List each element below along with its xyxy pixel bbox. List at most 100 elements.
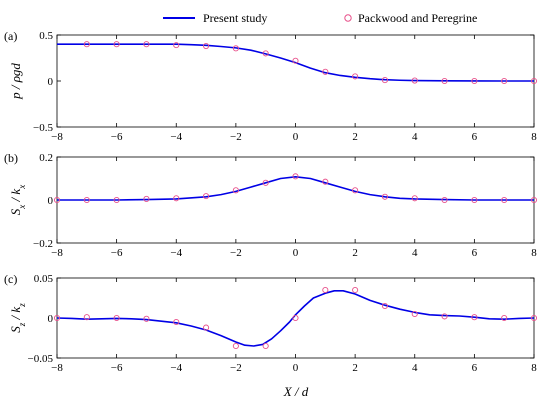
- panel-label: (b): [4, 151, 18, 165]
- x-tick-label: −4: [170, 131, 182, 143]
- x-tick-label: −2: [230, 247, 242, 259]
- x-tick-label: 2: [352, 362, 358, 374]
- data-point-packwood-peregrine: [501, 77, 508, 85]
- data-point-packwood-peregrine: [441, 196, 448, 204]
- data-point-packwood-peregrine: [381, 193, 388, 200]
- data-point-packwood-peregrine: [113, 41, 120, 48]
- x-tick-label: 6: [472, 131, 478, 143]
- legend-label-packwood-peregrine: Packwood and Peregrine: [358, 11, 477, 25]
- y-tick-label: −0.05: [28, 353, 54, 365]
- x-tick-label: −6: [111, 131, 123, 143]
- data-point-packwood-peregrine: [501, 314, 508, 322]
- x-tick-label: 0: [293, 362, 299, 374]
- x-tick-label: −8: [51, 131, 63, 143]
- data-point-packwood-peregrine: [143, 41, 150, 48]
- x-tick-label: 6: [472, 362, 478, 374]
- x-tick-label: 2: [352, 131, 358, 143]
- y-tick-label: 0.05: [34, 273, 54, 285]
- data-point-packwood-peregrine: [53, 196, 61, 204]
- series-line-present-study: [56, 289, 535, 347]
- legend-circle-swatch: [344, 14, 352, 22]
- data-point-packwood-peregrine: [381, 77, 388, 84]
- data-point-packwood-peregrine: [292, 314, 299, 322]
- x-tick-label: −6: [111, 247, 123, 259]
- data-point-packwood-peregrine: [292, 57, 299, 64]
- x-tick-label: 8: [531, 131, 537, 143]
- panel-a: −8 −6 −4 −2 0 2 4 6 8 −0.5 0 0.5 (a) p / ρgd: [4, 29, 537, 143]
- data-point-packwood-peregrine: [113, 314, 120, 322]
- x-tick-label: −4: [170, 362, 182, 374]
- data-point-packwood-peregrine: [441, 77, 448, 85]
- panel-label: (a): [4, 29, 17, 43]
- x-tick-label: 4: [412, 362, 418, 374]
- data-point-packwood-peregrine: [143, 195, 150, 202]
- data-point-packwood-peregrine: [530, 196, 538, 204]
- x-tick-label: −8: [51, 362, 63, 374]
- data-point-packwood-peregrine: [203, 42, 210, 50]
- data-point-packwood-peregrine: [203, 324, 210, 331]
- series-line-present-study: [57, 43, 534, 82]
- data-point-packwood-peregrine: [411, 77, 418, 84]
- x-axis-title: X / d: [283, 384, 309, 399]
- data-point-packwood-peregrine: [352, 73, 359, 80]
- data-point-packwood-peregrine: [262, 50, 269, 57]
- data-point-packwood-peregrine: [143, 315, 150, 322]
- data-point-packwood-peregrine: [352, 187, 359, 194]
- data-point-packwood-peregrine: [381, 302, 388, 310]
- data-point-packwood-peregrine: [322, 68, 329, 75]
- data-point-packwood-peregrine: [322, 178, 329, 185]
- data-point-packwood-peregrine: [232, 342, 239, 350]
- x-tick-label: 4: [412, 131, 418, 143]
- x-tick-label: 8: [531, 247, 537, 259]
- data-point-packwood-peregrine: [411, 310, 418, 318]
- y-tick-label: −0.2: [33, 238, 53, 250]
- y-tick-label: −0.5: [33, 122, 53, 134]
- x-tick-label: −4: [170, 247, 182, 259]
- y-axis-title: Sz / kz: [8, 303, 27, 333]
- y-tick-label: 0.5: [39, 30, 53, 42]
- y-tick-label: 0: [48, 76, 54, 88]
- data-point-packwood-peregrine: [530, 77, 538, 85]
- x-tick-label: 0: [293, 247, 299, 259]
- data-point-packwood-peregrine: [292, 173, 299, 180]
- data-point-packwood-peregrine: [83, 314, 90, 321]
- x-tick-label: −6: [111, 362, 123, 374]
- panel-label: (c): [4, 272, 17, 286]
- data-point-packwood-peregrine: [113, 196, 120, 204]
- data-point-packwood-peregrine: [173, 195, 180, 202]
- data-point-packwood-peregrine: [471, 196, 478, 204]
- data-point-packwood-peregrine: [530, 314, 538, 322]
- x-tick-label: 2: [352, 247, 358, 259]
- data-point-packwood-peregrine: [83, 41, 90, 48]
- data-point-packwood-peregrine: [83, 196, 90, 204]
- data-point-packwood-peregrine: [471, 77, 478, 85]
- legend-label-present-study: Present study: [203, 11, 267, 25]
- x-tick-label: 0: [293, 131, 299, 143]
- data-point-packwood-peregrine: [53, 314, 61, 322]
- panel-c: −8 −6 −4 −2 0 2 4 6 8 −0.05 0 0.05 (c) Sz / kz: [4, 272, 537, 374]
- x-tick-label: 4: [412, 247, 418, 259]
- data-point-packwood-peregrine: [352, 286, 359, 294]
- data-point-packwood-peregrine: [262, 179, 269, 186]
- x-tick-label: 8: [531, 362, 537, 374]
- data-point-packwood-peregrine: [232, 45, 239, 52]
- data-point-packwood-peregrine: [203, 193, 210, 200]
- data-point-packwood-peregrine: [471, 314, 478, 321]
- data-point-packwood-peregrine: [441, 313, 448, 320]
- y-axis-title: Sx / kx: [8, 185, 27, 215]
- data-point-packwood-peregrine: [232, 187, 239, 194]
- data-point-packwood-peregrine: [173, 42, 180, 49]
- legend: Present study Packwood and Peregrine: [163, 11, 477, 25]
- data-point-packwood-peregrine: [501, 196, 508, 204]
- x-tick-label: −8: [51, 247, 63, 259]
- panel-b: −8 −6 −4 −2 0 2 4 6 8 −0.2 0 0.2 (b) Sx / kx: [4, 151, 537, 259]
- y-tick-label: 0: [48, 313, 54, 325]
- y-axis-title: p / ρgd: [8, 63, 23, 100]
- data-point-packwood-peregrine: [411, 195, 418, 202]
- data-point-packwood-peregrine: [173, 318, 180, 326]
- data-point-packwood-peregrine: [262, 342, 269, 350]
- y-tick-label: 0.2: [39, 152, 53, 164]
- y-tick-label: 0: [48, 195, 54, 207]
- x-tick-label: −2: [230, 362, 242, 374]
